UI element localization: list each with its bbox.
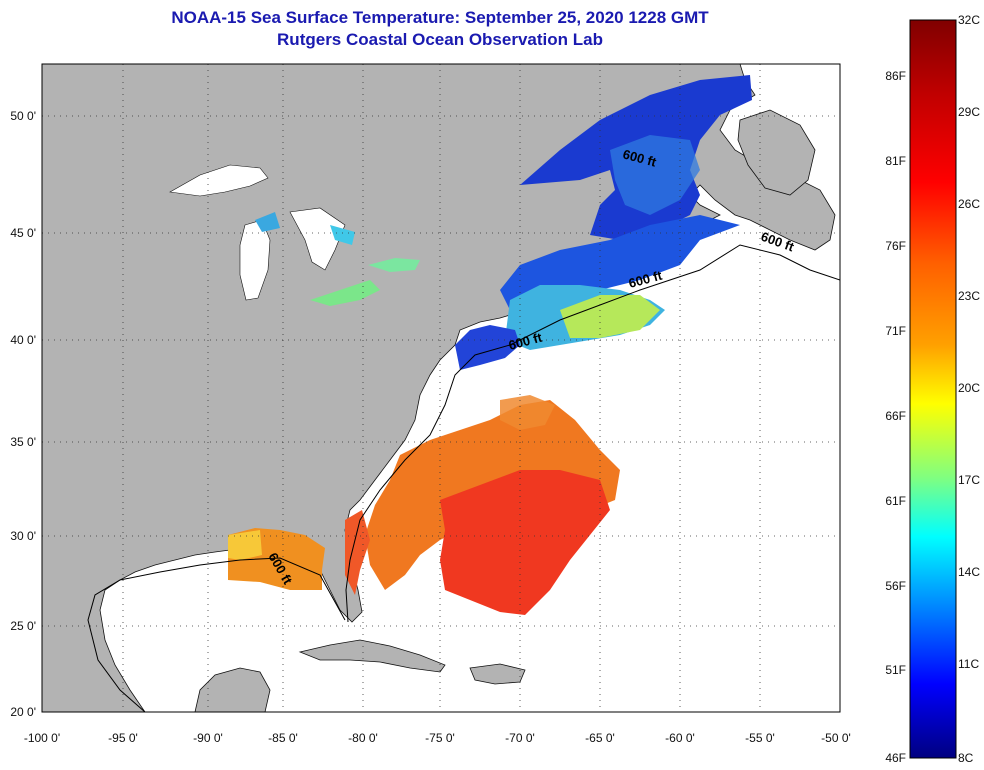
lon-tick-label: -50 0' (821, 731, 851, 745)
colorbar-label-c: 26C (958, 197, 980, 211)
sst-patch-lake-ontario (368, 258, 420, 272)
colorbar-label-f: 66F (885, 409, 906, 423)
colorbar-label-c: 29C (958, 105, 980, 119)
lat-tick-label: 35 0' (10, 435, 36, 449)
lon-tick-label: -95 0' (108, 731, 138, 745)
lat-tick-label: 30 0' (10, 529, 36, 543)
lon-tick-label: -100 0' (24, 731, 60, 745)
lake-huron (289, 207, 346, 271)
colorbar-label-c: 8C (958, 751, 974, 765)
map-title: NOAA-15 Sea Surface Temperature: Septemb… (171, 8, 709, 27)
lake-superior (169, 164, 269, 197)
colorbar-label-c: 32C (958, 13, 980, 27)
colorbar-label-f: 61F (885, 494, 906, 508)
lat-tick-label: 25 0' (10, 619, 36, 633)
land-yucatan (194, 667, 271, 712)
sst-patch-florida-east (345, 510, 370, 595)
sst-patch-gulf-yellow (228, 530, 262, 560)
colorbar-label-f: 71F (885, 324, 906, 338)
lon-tick-label: -70 0' (505, 731, 535, 745)
sst-patch-sargasso-warm (440, 470, 610, 615)
lon-tick-label: -80 0' (348, 731, 378, 745)
latitude-axis: 50 0' 45 0' 40 0' 35 0' 30 0' 25 0' 20 0… (10, 109, 36, 719)
land-cuba (298, 639, 446, 673)
colorbar-label-c: 11C (958, 657, 979, 671)
colorbar-label-f: 51F (885, 663, 906, 677)
colorbar-label-f: 46F (885, 751, 906, 765)
sst-patch-mid-atlantic-spotty (500, 395, 555, 430)
colorbar-celsius-labels: 32C 29C 26C 23C 20C 17C 14C 11C 8C (958, 13, 980, 765)
colorbar-label-f: 56F (885, 579, 906, 593)
map-frame (41, 63, 841, 713)
colorbar-fahrenheit-labels: 86F 81F 76F 71F 66F 61F 56F 51F 46F (885, 69, 906, 765)
colorbar (909, 19, 957, 759)
map-subtitle: Rutgers Coastal Ocean Observation Lab (277, 30, 603, 49)
lon-tick-label: -90 0' (193, 731, 223, 745)
colorbar-label-c: 23C (958, 289, 980, 303)
colorbar-label-c: 17C (958, 473, 980, 487)
colorbar-label-f: 76F (885, 239, 906, 253)
sst-data-layer (228, 75, 752, 615)
sst-patch-st-lawrence-light (610, 135, 700, 215)
colorbar-label-c: 14C (958, 565, 980, 579)
colorbar-label-f: 81F (885, 154, 906, 168)
lat-tick-label: 20 0' (10, 705, 36, 719)
lon-tick-label: -55 0' (745, 731, 775, 745)
lat-tick-label: 40 0' (10, 333, 36, 347)
lat-tick-label: 50 0' (10, 109, 36, 123)
lon-tick-label: -65 0' (585, 731, 615, 745)
lat-tick-label: 45 0' (10, 226, 36, 240)
sst-patch-lake-huron-east (330, 225, 355, 245)
lon-tick-label: -85 0' (268, 731, 298, 745)
sst-patch-lake-michigan-north (255, 212, 280, 232)
colorbar-label-c: 20C (958, 381, 980, 395)
longitude-axis: -100 0' -95 0' -90 0' -85 0' -80 0' -75 … (24, 731, 851, 745)
lon-tick-label: -60 0' (665, 731, 695, 745)
lon-tick-label: -75 0' (425, 731, 455, 745)
colorbar-label-f: 86F (885, 69, 906, 83)
sst-patch-lake-erie (310, 280, 380, 306)
land-newfoundland (737, 109, 816, 196)
sst-patch-shelf-warm (560, 295, 660, 338)
graticule (42, 64, 840, 712)
